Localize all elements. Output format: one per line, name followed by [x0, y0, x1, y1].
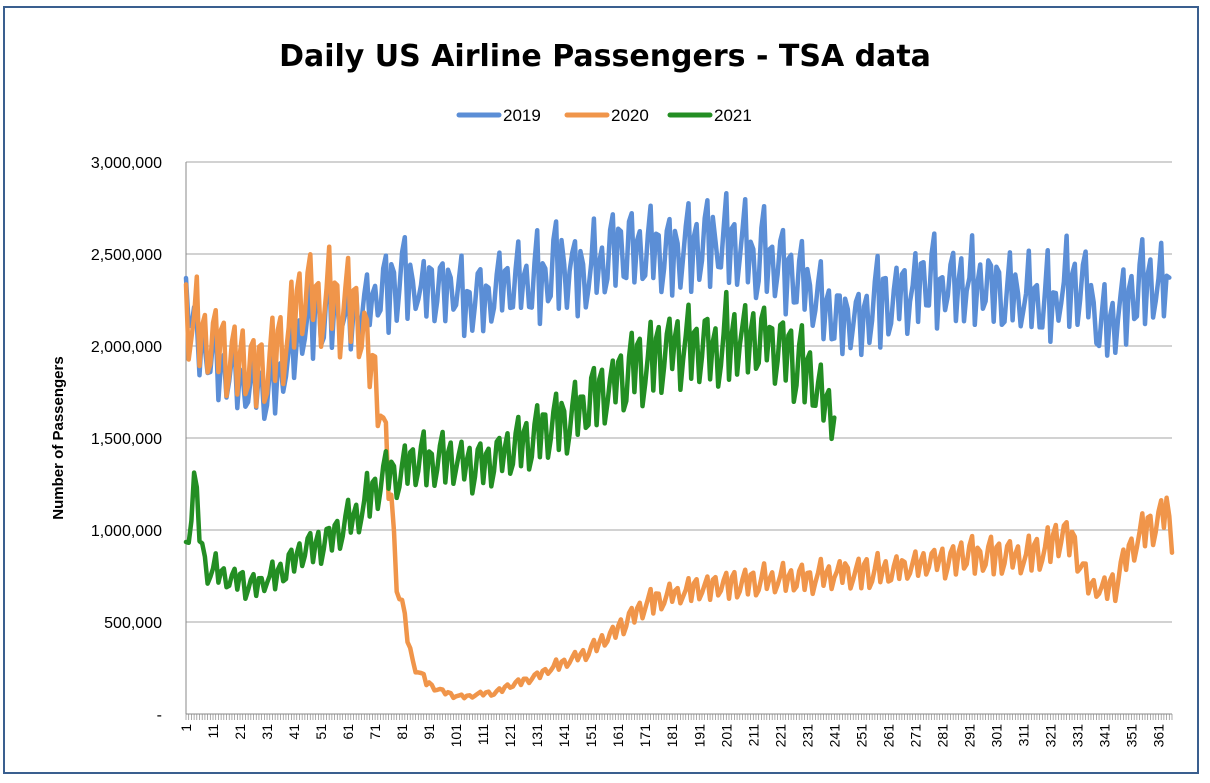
- x-tick-label-4: 41: [286, 724, 302, 740]
- x-tick-label-19: 191: [691, 724, 707, 748]
- x-tick-label-9: 91: [421, 724, 437, 740]
- x-tick-label-1: 11: [205, 724, 221, 739]
- x-tick-label-20: 201: [718, 724, 734, 748]
- x-tick-label-6: 61: [340, 724, 356, 740]
- x-tick-label-3: 31: [259, 724, 275, 740]
- x-tick-label-7: 71: [367, 724, 383, 740]
- x-tick-label-14: 141: [556, 724, 572, 748]
- y-tick-label-1: 500,000: [104, 615, 162, 632]
- legend-label-2020: 2020: [611, 106, 649, 125]
- y-axis: - 500,000 1,000,000 1,500,000 2,000,000 2,500…: [91, 155, 162, 724]
- x-tick-label-22: 221: [772, 724, 788, 748]
- x-tick-label-33: 331: [1069, 724, 1085, 748]
- series-line-2021: [183, 289, 837, 602]
- legend-label-2021: 2021: [714, 106, 752, 125]
- y-tick-label-5: 2,500,000: [91, 247, 162, 264]
- x-tick-label-8: 81: [394, 724, 410, 740]
- y-tick-label-6: 3,000,000: [91, 155, 162, 172]
- x-axis: 1 11 21 31 41 51 61 71 81 91 101 111 121 131 141 151 161…: [178, 162, 1173, 748]
- x-tick-label-5: 51: [313, 724, 329, 740]
- y-tick-label-4: 2,000,000: [91, 339, 162, 356]
- x-tick-label-31: 311: [1015, 724, 1031, 747]
- series-line-2020: [183, 244, 1175, 701]
- chart-legend: 2019 2020 2021: [456, 106, 752, 125]
- legend-label-2019: 2019: [503, 106, 541, 125]
- x-tick-label-32: 321: [1042, 724, 1058, 748]
- x-tick-label-25: 251: [853, 724, 869, 748]
- x-tick-label-29: 291: [961, 724, 977, 748]
- chart-title: Daily US Airline Passengers - TSA data: [279, 39, 931, 74]
- x-tick-label-10: 101: [448, 724, 464, 748]
- y-tick-label-2: 1,000,000: [91, 523, 162, 540]
- x-tick-label-16: 161: [610, 724, 626, 748]
- x-tick-label-35: 351: [1123, 724, 1139, 748]
- y-tick-label-3: 1,500,000: [91, 431, 162, 448]
- x-tick-label-23: 231: [799, 724, 815, 748]
- x-tick-label-30: 301: [988, 724, 1004, 748]
- x-tick-label-28: 281: [934, 724, 950, 748]
- x-tick-label-26: 261: [880, 724, 896, 748]
- y-axis-label: Number of Passengers: [50, 356, 67, 519]
- x-tick-label-17: 171: [637, 724, 653, 748]
- x-tick-label-24: 241: [826, 724, 842, 748]
- x-tick-label-15: 151: [583, 724, 599, 748]
- plot-area: [183, 191, 1175, 701]
- x-tick-label-2: 21: [232, 724, 248, 740]
- x-tick-label-27: 271: [907, 724, 923, 748]
- x-tick-label-36: 361: [1150, 724, 1166, 748]
- x-tick-label-12: 121: [502, 724, 518, 748]
- x-tick-label-13: 131: [529, 724, 545, 748]
- x-tick-label-0: 1: [178, 724, 194, 732]
- y-tick-label-0: -: [157, 707, 162, 724]
- x-tick-label-18: 181: [664, 724, 680, 748]
- x-tick-label-11: 111: [475, 724, 491, 745]
- x-tick-label-21: 211: [745, 724, 761, 747]
- x-tick-label-34: 341: [1096, 724, 1112, 748]
